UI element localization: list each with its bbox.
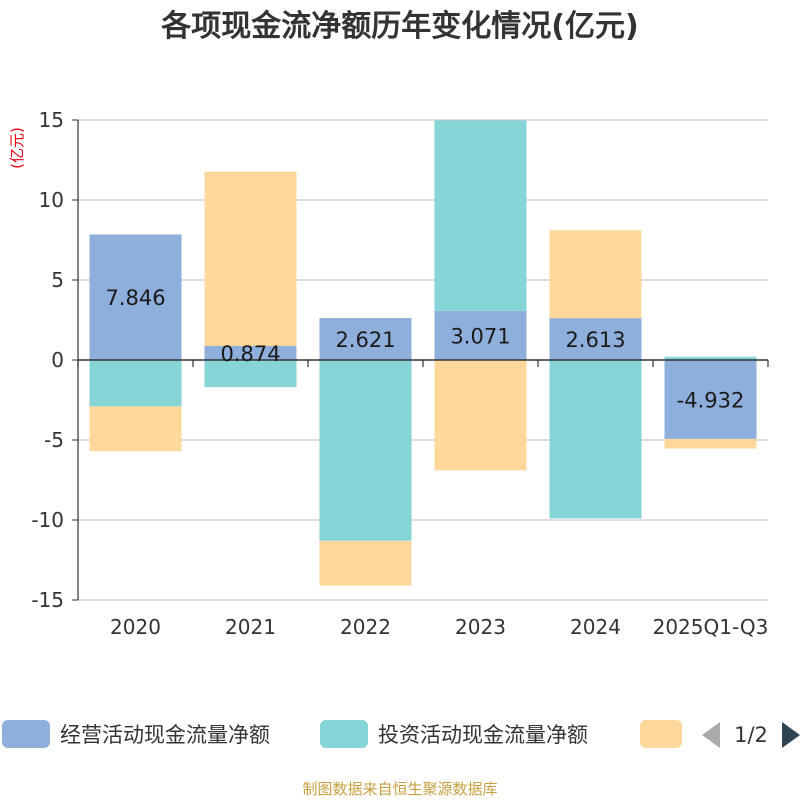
y-axis-ticks: 15 10 5 0 -5 -10 -15 [31,108,78,612]
legend-label-2: 投资活动现金流量净额 [378,723,588,747]
y-tick-label: -5 [44,428,64,452]
bar-series2-2023 [434,120,527,311]
y-tick-label: -10 [31,508,64,532]
bar-series3-2022 [319,540,412,586]
data-label-2023: 3.071 [450,324,510,348]
bar-series3-2021 [204,171,297,347]
grid-lines [78,119,768,601]
y-tick-label: 5 [51,268,64,292]
bar-series1-2023 [434,310,527,360]
legend-next-page-icon[interactable] [782,722,800,748]
data-label-2025Q1-Q3: -4.932 [677,388,745,412]
y-axis-unit: (亿元) [8,127,26,169]
legend: 经营活动现金流量净额 投资活动现金流量净额 1/2 [2,720,800,748]
x-axis-ticks: 2020 2021 2022 2023 2024 2025Q1-Q3 [110,615,768,639]
x-tick-label-2025Q1-Q3: 2025Q1-Q3 [653,615,769,639]
bar-series1-2025Q1-Q3 [664,360,757,439]
data-label-2020: 7.846 [105,286,165,310]
y-tick-label: 0 [51,348,64,372]
y-tick-label: -15 [31,588,64,612]
y-tick-label: 10 [39,188,64,212]
x-tick-label-2023: 2023 [455,615,506,639]
data-label-2021: 0.874 [220,342,280,366]
data-labels: 7.846 0.874 2.621 3.071 2.613 -4.932 [105,286,744,412]
bar-series2-2020 [89,360,182,407]
bar-series1-2024 [549,318,642,360]
legend-swatch-1 [2,720,50,748]
legend-swatch-3 [640,720,682,748]
bar-series2-2021 [204,360,297,388]
bar-series3-2025Q1-Q3 [664,438,757,449]
chart-title: 各项现金流净额历年变化情况(亿元) [160,9,638,44]
legend-prev-page-icon[interactable] [702,722,720,748]
legend-swatch-2 [320,720,368,748]
bar-series2-2022 [319,360,412,541]
legend-label-1: 经营活动现金流量净额 [60,723,270,747]
x-tick-label-2021: 2021 [225,615,276,639]
bar-series3-2023 [434,360,527,471]
bars [89,120,757,586]
data-label-2022: 2.621 [335,328,395,352]
x-tick-label-2022: 2022 [340,615,391,639]
axes [77,120,769,600]
source-note: 制图数据来自恒生聚源数据库 [302,780,497,798]
bar-series2-2025Q1-Q3 [664,356,757,360]
x-tick-label-2020: 2020 [110,615,161,639]
y-tick-label: 15 [39,108,64,132]
bar-series3-2024 [549,230,642,319]
bar-series1-2020 [89,234,182,360]
bar-series1-2022 [319,318,412,360]
bar-series3-2020 [89,406,182,452]
legend-page-indicator: 1/2 [734,723,768,747]
bar-series2-2024 [549,360,642,519]
x-tick-label-2024: 2024 [570,615,621,639]
bar-series1-2021 [204,346,297,360]
data-label-2024: 2.613 [565,328,625,352]
